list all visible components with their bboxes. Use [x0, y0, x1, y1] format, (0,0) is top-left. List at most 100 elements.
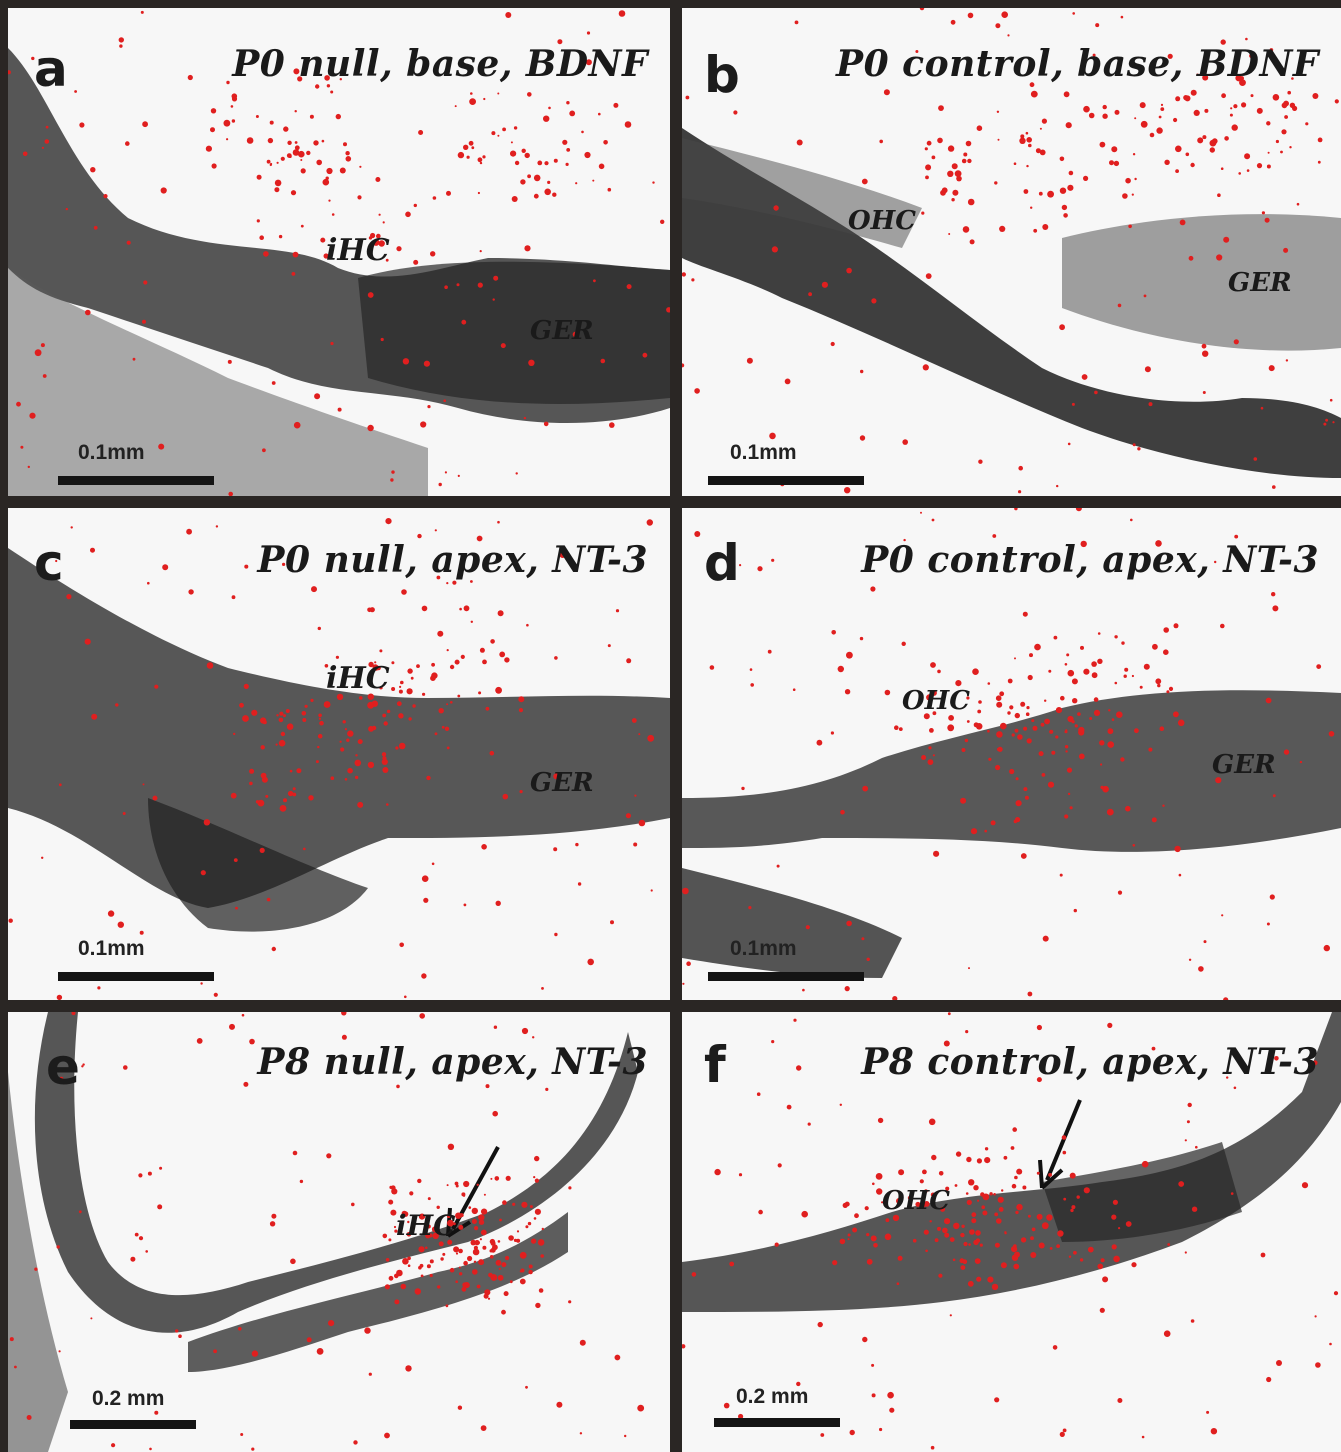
silver-grain [476, 1284, 481, 1289]
silver-grain [1113, 1255, 1120, 1263]
silver-grain [1162, 804, 1165, 807]
arrow-head-f [1038, 1159, 1064, 1190]
silver-grain [1164, 159, 1170, 165]
silver-grain [447, 1143, 455, 1150]
silver-grain [396, 246, 402, 252]
silver-grain [748, 906, 752, 910]
silver-grain [541, 987, 544, 990]
silver-grain [1296, 202, 1300, 206]
silver-grain [357, 801, 364, 808]
silver-grain [158, 443, 165, 450]
silver-grain [941, 187, 948, 194]
silver-grain [8, 918, 13, 923]
silver-grain [330, 776, 335, 780]
silver-grain [758, 1209, 763, 1215]
silver-grain [404, 995, 407, 999]
silver-grain [533, 174, 541, 182]
silver-grain [450, 701, 453, 704]
silver-grain [328, 1320, 335, 1327]
silver-grain [543, 421, 549, 427]
silver-grain [1023, 189, 1029, 194]
silver-grain [1019, 137, 1026, 144]
silver-grain [1061, 1135, 1067, 1140]
silver-grain [1269, 48, 1274, 52]
silver-grain [875, 1173, 883, 1180]
silver-grain [1099, 740, 1105, 746]
silver-grain [499, 1218, 502, 1222]
silver-grain [943, 1040, 950, 1047]
silver-grain [370, 232, 376, 239]
silver-grain [82, 1063, 85, 1066]
silver-grain [455, 1184, 459, 1188]
silver-grain [317, 733, 323, 739]
silver-grain [966, 720, 970, 723]
silver-grain [1030, 90, 1038, 98]
silver-grain [386, 709, 391, 714]
silver-grain [1114, 635, 1118, 639]
silver-grain [1079, 1258, 1084, 1262]
silver-grain [532, 1036, 535, 1039]
silver-grain [402, 358, 410, 365]
silver-grain [866, 1258, 873, 1265]
silver-grain [967, 158, 972, 164]
silver-grain [485, 706, 490, 711]
silver-grain [996, 701, 1003, 708]
panel-title: P0 null, apex, NT-3 [257, 539, 648, 581]
silver-grain [723, 1402, 730, 1409]
silver-grain [1028, 1214, 1031, 1218]
silver-grain [1046, 1214, 1053, 1221]
silver-grain [495, 1259, 502, 1266]
silver-grain [842, 1202, 848, 1208]
silver-grain [145, 1250, 148, 1253]
silver-grain [1203, 940, 1207, 944]
scale-bar [708, 476, 864, 485]
silver-grain [1088, 112, 1095, 119]
silver-grain [142, 319, 146, 324]
silver-grain [142, 121, 149, 128]
panel-title: P0 null, base, BDNF [232, 43, 648, 85]
silver-grain [447, 1239, 453, 1245]
silver-grain [103, 194, 108, 199]
silver-grain [470, 1239, 477, 1246]
silver-grain [572, 331, 579, 338]
silver-grain [568, 1300, 572, 1304]
silver-grain [996, 1218, 1002, 1224]
silver-grain [231, 96, 238, 102]
silver-grain [777, 1163, 782, 1168]
silver-grain [637, 1404, 645, 1412]
silver-grain [984, 1157, 991, 1164]
silver-grain [1210, 1428, 1218, 1435]
silver-grain [302, 718, 307, 722]
silver-grain [1062, 1428, 1067, 1433]
silver-grain [1059, 873, 1063, 877]
silver-grain [607, 644, 611, 648]
silver-grain [1009, 705, 1014, 710]
silver-grain [319, 720, 324, 726]
silver-grain [91, 713, 98, 720]
silver-grain [446, 582, 449, 585]
silver-grain [115, 703, 119, 707]
silver-grain [335, 113, 341, 120]
silver-grain [376, 665, 381, 671]
silver-grain [615, 609, 620, 613]
silver-grains-e [9, 1012, 645, 1451]
silver-grain [210, 127, 215, 133]
silver-grain [240, 1433, 244, 1436]
silver-grain [56, 994, 63, 1000]
silver-grain [682, 272, 686, 277]
silver-grain [393, 1225, 397, 1229]
silver-grain [866, 957, 870, 961]
scale-bar [58, 972, 214, 981]
silver-grain [934, 1238, 939, 1243]
silver-grain [928, 746, 932, 750]
silver-grain [510, 150, 517, 157]
silver-grain [300, 224, 304, 228]
silver-grain [1053, 635, 1058, 640]
silver-grain [1114, 681, 1118, 685]
silver-grain [1202, 135, 1207, 140]
silver-grain [844, 689, 851, 695]
silver-grain [557, 39, 563, 45]
silver-grain [262, 720, 267, 725]
silver-grain [1074, 724, 1078, 728]
silver-grain [866, 1233, 870, 1237]
